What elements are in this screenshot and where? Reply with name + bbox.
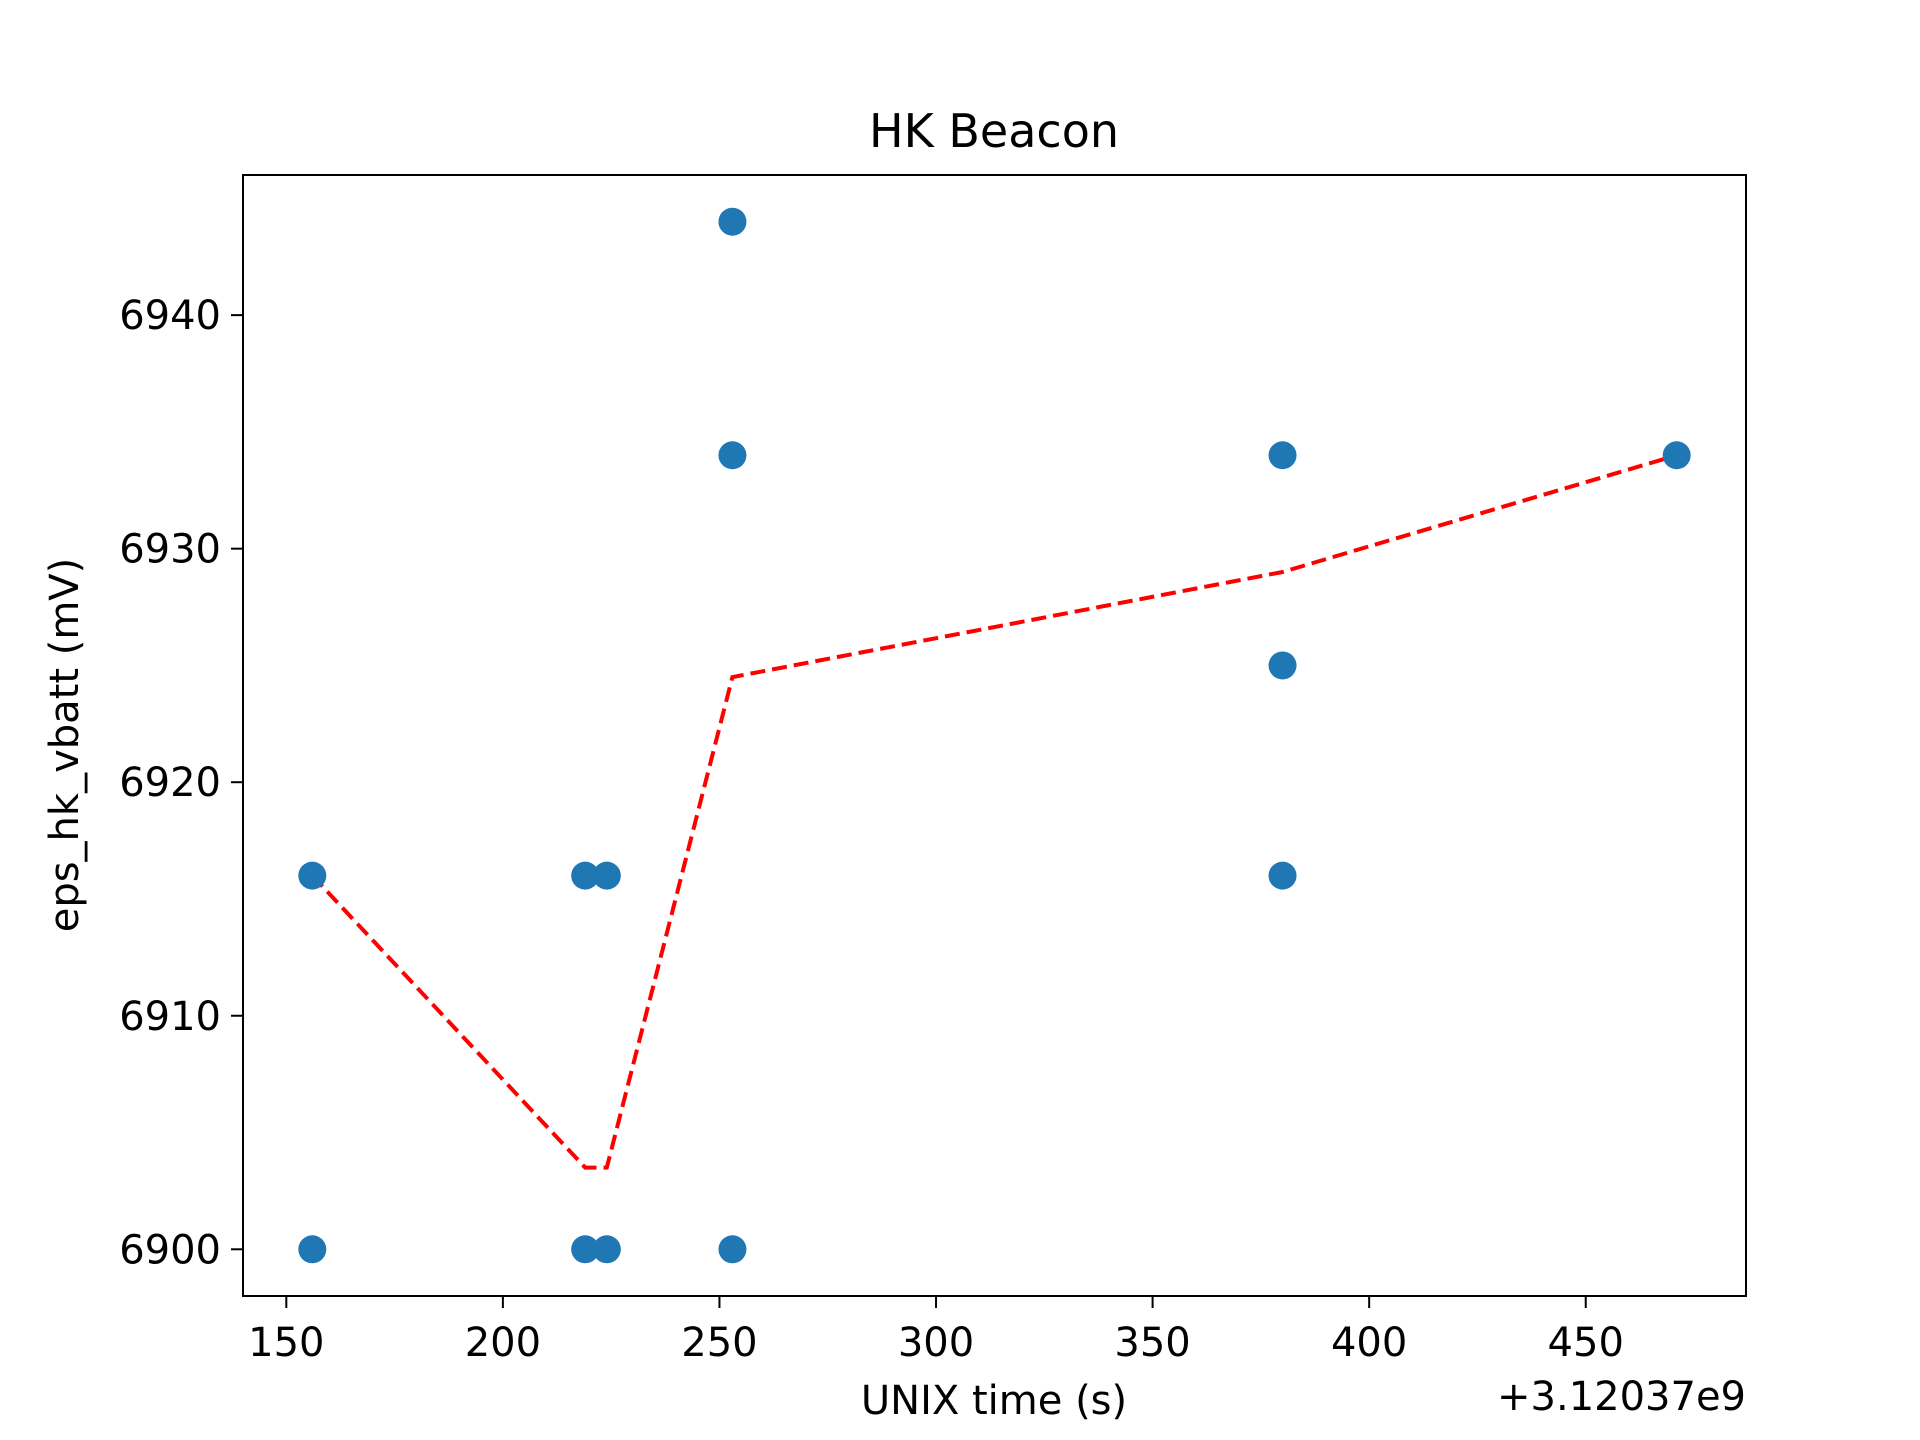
data-point — [571, 861, 600, 890]
data-point — [592, 861, 621, 890]
x-axis-label: UNIX time (s) — [861, 1378, 1127, 1424]
x-axis-offset-label: +3.12037e9 — [1497, 1374, 1746, 1420]
plot-area — [298, 207, 1691, 1264]
x-tick-label: 150 — [248, 1320, 324, 1366]
data-point — [298, 861, 327, 890]
y-axis: 6900 6910 6920 6930 6940 — [119, 293, 243, 1273]
x-tick-label: 450 — [1548, 1320, 1624, 1366]
data-point — [571, 1235, 600, 1264]
data-point — [298, 1235, 327, 1264]
y-tick-label: 6910 — [119, 994, 221, 1040]
x-tick-label: 300 — [898, 1320, 974, 1366]
y-tick-label: 6900 — [119, 1227, 221, 1273]
chart-title: HK Beacon — [869, 104, 1119, 158]
y-tick-label: 6940 — [119, 293, 221, 339]
x-tick-label: 350 — [1114, 1320, 1190, 1366]
data-point — [718, 207, 747, 236]
plot-frame — [242, 174, 1747, 1297]
data-point — [592, 1235, 621, 1264]
x-tick-label: 400 — [1331, 1320, 1407, 1366]
y-tick-label: 6920 — [119, 760, 221, 806]
data-point — [1268, 651, 1297, 680]
data-point — [1268, 441, 1297, 470]
data-point — [1662, 441, 1691, 470]
x-tick-label: 200 — [465, 1320, 541, 1366]
data-point — [1268, 861, 1297, 890]
data-point — [718, 1235, 747, 1264]
y-axis-label: eps_hk_vbatt (mV) — [42, 558, 88, 933]
data-point — [718, 441, 747, 470]
x-axis: 150 200 250 300 350 400 450 — [248, 1296, 1624, 1366]
trend-line — [310, 453, 1678, 1170]
y-tick-label: 6930 — [119, 527, 221, 573]
x-tick-label: 250 — [681, 1320, 757, 1366]
